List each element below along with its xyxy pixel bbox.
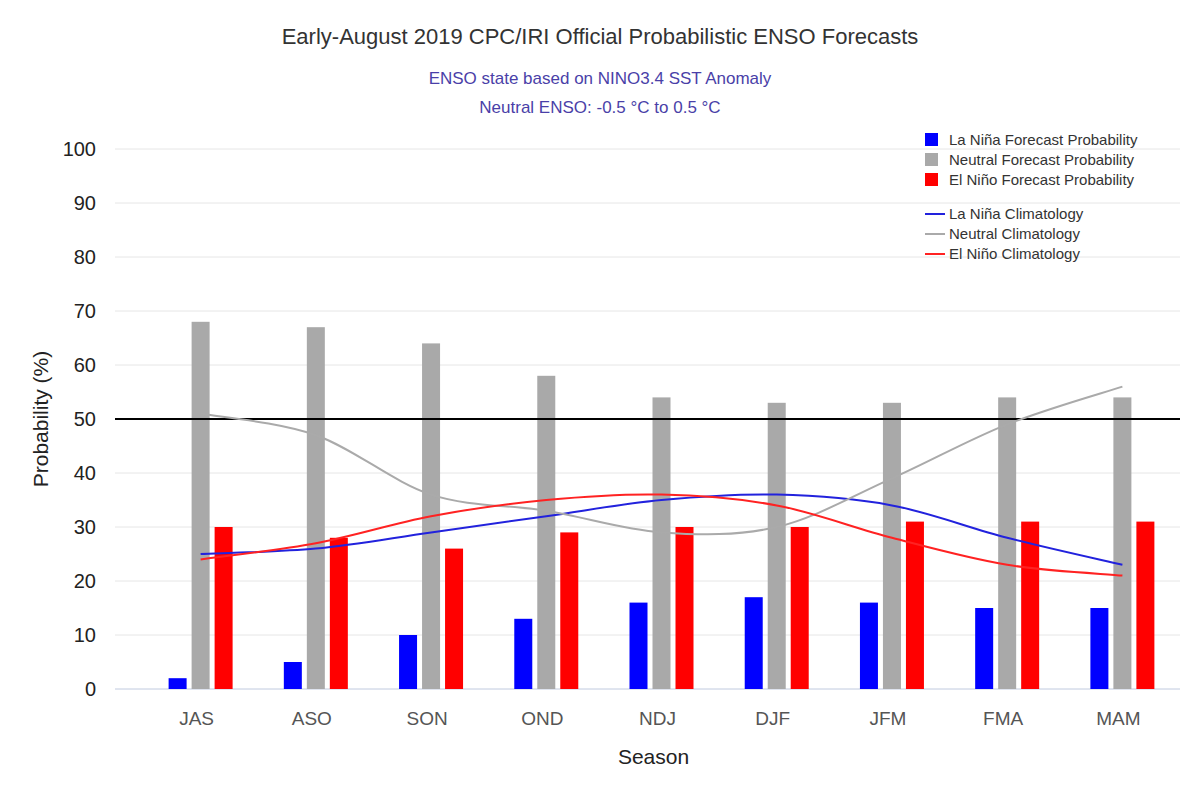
y-tick-label: 0 <box>85 678 96 700</box>
plot-area <box>115 322 1180 689</box>
legend-entry: Neutral Climatology <box>949 225 1080 242</box>
bar <box>537 376 555 689</box>
legend-swatch <box>925 213 945 215</box>
bar <box>860 603 878 689</box>
y-tick-label: 30 <box>74 516 96 538</box>
y-tick-label: 60 <box>74 354 96 376</box>
bar <box>1113 397 1131 689</box>
grid-line <box>115 149 1180 150</box>
y-tick-label: 40 <box>74 462 96 484</box>
grid-line <box>115 581 1180 582</box>
legend-swatch <box>925 253 945 255</box>
bar <box>653 397 671 689</box>
y-axis-label: Probability (%) <box>29 351 52 488</box>
legend-entry: Neutral Forecast Probability <box>949 151 1135 168</box>
legend-swatch <box>925 153 938 166</box>
x-tick-label: MAM <box>1096 708 1140 729</box>
bar <box>998 397 1016 689</box>
x-tick-label: SON <box>406 708 447 729</box>
legend-entry: La Niña Forecast Probability <box>949 131 1138 148</box>
grid-line <box>115 365 1180 366</box>
title: Early-August 2019 CPC/IRI Official Proba… <box>282 24 919 49</box>
y-tick-label: 80 <box>74 246 96 268</box>
bar <box>975 608 993 689</box>
x-tick-label: NDJ <box>639 708 676 729</box>
y-tick-label: 20 <box>74 570 96 592</box>
bar <box>445 549 463 689</box>
legend-entry: El Niño Climatology <box>949 245 1080 262</box>
bar <box>906 522 924 689</box>
x-tick-label: OND <box>521 708 563 729</box>
bar <box>192 322 210 689</box>
x-tick-label: JFM <box>869 708 906 729</box>
grid-line <box>115 311 1180 312</box>
bar <box>307 327 325 689</box>
bar <box>768 403 786 689</box>
legend-swatch <box>925 173 938 186</box>
bar <box>399 635 417 689</box>
bar <box>1090 608 1108 689</box>
climatology-line <box>201 494 1123 564</box>
bar <box>676 527 694 689</box>
bar <box>169 678 187 689</box>
bar <box>1021 522 1039 689</box>
x-tick-label: ASO <box>292 708 332 729</box>
x-tick-label: DJF <box>755 708 790 729</box>
y-tick-label: 50 <box>74 408 96 430</box>
x-axis-label: Season <box>618 745 689 768</box>
bar <box>791 527 809 689</box>
bar <box>560 532 578 689</box>
grid-line <box>115 527 1180 528</box>
grid-line <box>115 203 1180 204</box>
bar <box>1136 522 1154 689</box>
climatology-line <box>201 387 1123 535</box>
subtitle: ENSO state based on NINO3.4 SST Anomaly <box>429 69 772 88</box>
bar <box>514 619 532 689</box>
legend-entry: La Niña Climatology <box>949 205 1084 222</box>
bar <box>215 527 233 689</box>
bar <box>330 538 348 689</box>
bar <box>883 403 901 689</box>
x-tick-label: FMA <box>983 708 1023 729</box>
legend-swatch <box>925 133 938 146</box>
grid-line <box>115 473 1180 474</box>
chart: Early-August 2019 CPC/IRI Official Proba… <box>0 0 1200 800</box>
y-tick-label: 100 <box>63 138 96 160</box>
y-tick-label: 10 <box>74 624 96 646</box>
y-tick-label: 90 <box>74 192 96 214</box>
x-tick-label: JAS <box>179 708 214 729</box>
legend-entry: El Niño Forecast Probability <box>949 171 1135 188</box>
bar <box>745 597 763 689</box>
y-tick-label: 70 <box>74 300 96 322</box>
climatology-line <box>201 494 1123 575</box>
bar <box>630 603 648 689</box>
subtitle: Neutral ENSO: -0.5 °C to 0.5 °C <box>479 98 720 117</box>
bar <box>284 662 302 689</box>
legend: La Niña Forecast Probability Neutral Fore… <box>925 131 1138 262</box>
legend-swatch <box>925 233 945 235</box>
